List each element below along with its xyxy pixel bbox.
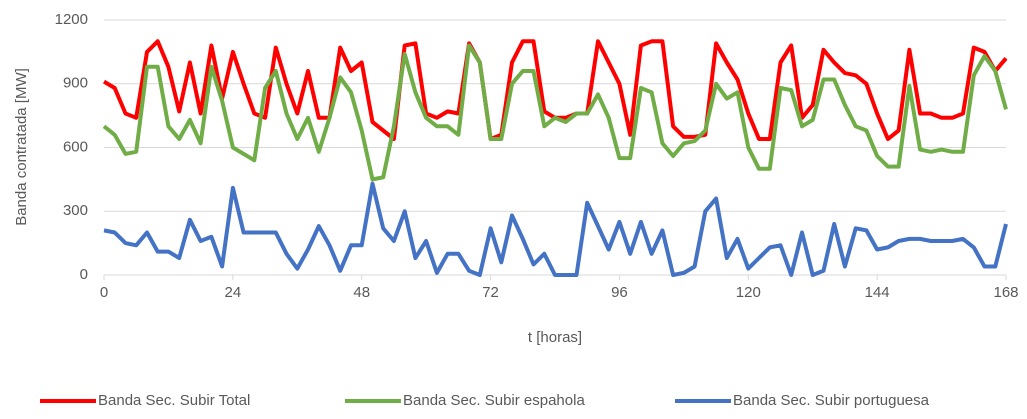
x-tick-label: 96 (611, 284, 628, 301)
x-tick-label: 24 (225, 284, 242, 301)
y-tick-label: 1200 (55, 11, 88, 28)
series-line (102, 39, 1008, 141)
series-line (103, 181, 1008, 277)
legend-label: Banda Sec. Subir portuguesa (733, 392, 930, 409)
series-line (102, 43, 1008, 182)
x-axis-label: t [horas] (528, 329, 582, 346)
legend-label: Banda Sec. Subir Total (98, 392, 250, 409)
x-tick-label: 144 (865, 284, 890, 301)
legend-label: Banda Sec. Subir espahola (403, 392, 585, 409)
y-tick-label: 600 (63, 138, 88, 155)
y-tick-label: 900 (63, 75, 88, 92)
y-tick-label: 0 (80, 266, 88, 283)
x-tick-label: 72 (482, 284, 499, 301)
x-tick-label: 120 (736, 284, 761, 301)
x-tick-label: 0 (100, 284, 108, 301)
x-tick-label: 168 (993, 284, 1018, 301)
y-axis-label: Banda contratada [MW] (13, 68, 30, 226)
y-tick-label: 300 (63, 202, 88, 219)
x-tick-label: 48 (353, 284, 370, 301)
